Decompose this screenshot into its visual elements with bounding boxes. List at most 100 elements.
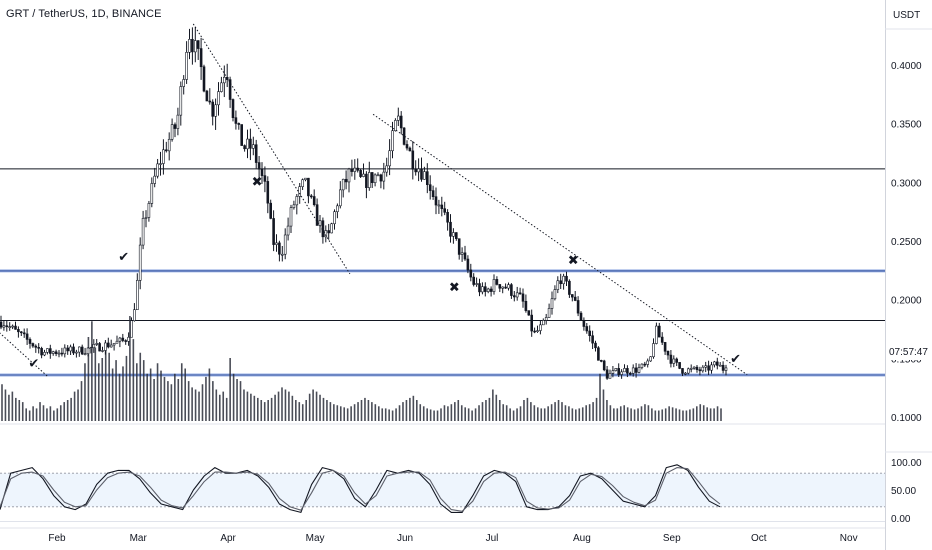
candle-body xyxy=(597,347,600,361)
volume-bar xyxy=(153,379,155,421)
volume-bar xyxy=(115,360,117,421)
volume-bar xyxy=(263,402,266,421)
candle-body xyxy=(5,325,9,328)
candle-body xyxy=(489,288,493,292)
volume-bar xyxy=(519,406,522,421)
candle-body xyxy=(188,39,191,53)
volume-bar xyxy=(243,389,245,421)
volume-bar xyxy=(174,373,176,421)
volume-bar xyxy=(218,394,221,421)
candle-body xyxy=(718,364,722,367)
volume-bar xyxy=(474,408,477,421)
volume-bar xyxy=(274,394,276,421)
volume-bar xyxy=(122,366,124,421)
candle-body xyxy=(396,115,400,121)
volume-bar xyxy=(395,408,397,421)
candle-body xyxy=(92,344,96,349)
candle-body xyxy=(655,325,658,344)
candle-body xyxy=(63,347,67,355)
candle-body xyxy=(104,342,107,351)
candle-body xyxy=(237,123,241,125)
trendline-1[interactable] xyxy=(192,23,351,275)
volume-bar xyxy=(250,393,252,421)
candle-body xyxy=(376,174,380,177)
candle-body xyxy=(634,367,638,373)
candle-body xyxy=(533,330,536,333)
candle-body xyxy=(399,115,403,129)
volume-bar xyxy=(80,381,83,421)
volume-bar xyxy=(346,408,349,421)
candle-body xyxy=(463,252,467,260)
volume-bar xyxy=(402,402,404,421)
candle-body xyxy=(388,150,391,167)
candle-body xyxy=(112,342,116,346)
candle-body xyxy=(579,312,583,321)
volume-bar xyxy=(616,408,619,421)
candle-body xyxy=(669,354,673,364)
candle-body xyxy=(605,369,609,379)
candle-body xyxy=(40,348,43,356)
candle-body xyxy=(539,324,542,331)
volume-bar xyxy=(436,410,439,421)
candle-body xyxy=(25,333,29,340)
volume-bar xyxy=(111,368,114,421)
candle-body xyxy=(541,320,545,326)
volume-bar xyxy=(73,391,76,421)
volume-bar xyxy=(236,379,238,421)
candle-body xyxy=(298,186,302,197)
volume-bar xyxy=(277,391,280,421)
volume-bar xyxy=(626,407,629,421)
oscillator-band xyxy=(0,473,885,507)
volume-bar xyxy=(696,406,698,421)
candle-body xyxy=(260,168,264,176)
candle-body xyxy=(327,230,331,234)
price-tick-label: 0.1000 xyxy=(891,413,922,424)
volume-bar xyxy=(312,389,314,421)
candle-body xyxy=(663,342,667,352)
oscillator-tick-label: 100.00 xyxy=(891,458,922,469)
candle-body xyxy=(518,292,522,295)
volume-bar xyxy=(108,352,110,421)
volume-bar xyxy=(720,408,722,421)
trendline-0[interactable] xyxy=(0,314,49,378)
volume-bar xyxy=(87,337,90,421)
volume-bar xyxy=(526,397,529,421)
volume-bar xyxy=(516,408,518,421)
volume-bar xyxy=(599,373,601,421)
candle-body xyxy=(628,372,632,375)
candle-body xyxy=(109,344,113,348)
candle-body xyxy=(637,367,641,373)
candle-body xyxy=(286,225,290,236)
volume-bar xyxy=(689,409,691,421)
volume-bar xyxy=(671,407,674,421)
volume-bar xyxy=(388,409,390,421)
volume-bar xyxy=(492,389,494,421)
volume-bar xyxy=(267,400,269,421)
volume-bar xyxy=(25,408,27,421)
volume-bar xyxy=(530,402,532,421)
candle-body xyxy=(527,310,531,316)
check-marker-5: ✔ xyxy=(730,352,741,367)
time-tick-label: Oct xyxy=(751,533,767,544)
candle-body xyxy=(559,280,563,285)
volume-bar xyxy=(191,387,193,421)
time-tick-label: Aug xyxy=(573,533,591,544)
trendline-2[interactable] xyxy=(372,113,748,376)
candle-body xyxy=(333,211,336,225)
candle-body xyxy=(643,363,647,366)
candle-body xyxy=(199,48,203,68)
volume-bar xyxy=(291,395,294,421)
candle-body xyxy=(492,279,496,292)
candle-body xyxy=(57,352,61,355)
candle-body xyxy=(136,280,139,311)
volume-bar xyxy=(709,408,712,421)
candle-body xyxy=(675,358,679,363)
check-marker-1: ✔ xyxy=(28,357,39,372)
volume-bar xyxy=(651,408,653,421)
candle-body xyxy=(602,360,606,371)
candle-body xyxy=(695,366,699,370)
volume-bar xyxy=(561,402,563,421)
candle-body xyxy=(292,204,296,208)
volume-bar xyxy=(523,400,525,421)
